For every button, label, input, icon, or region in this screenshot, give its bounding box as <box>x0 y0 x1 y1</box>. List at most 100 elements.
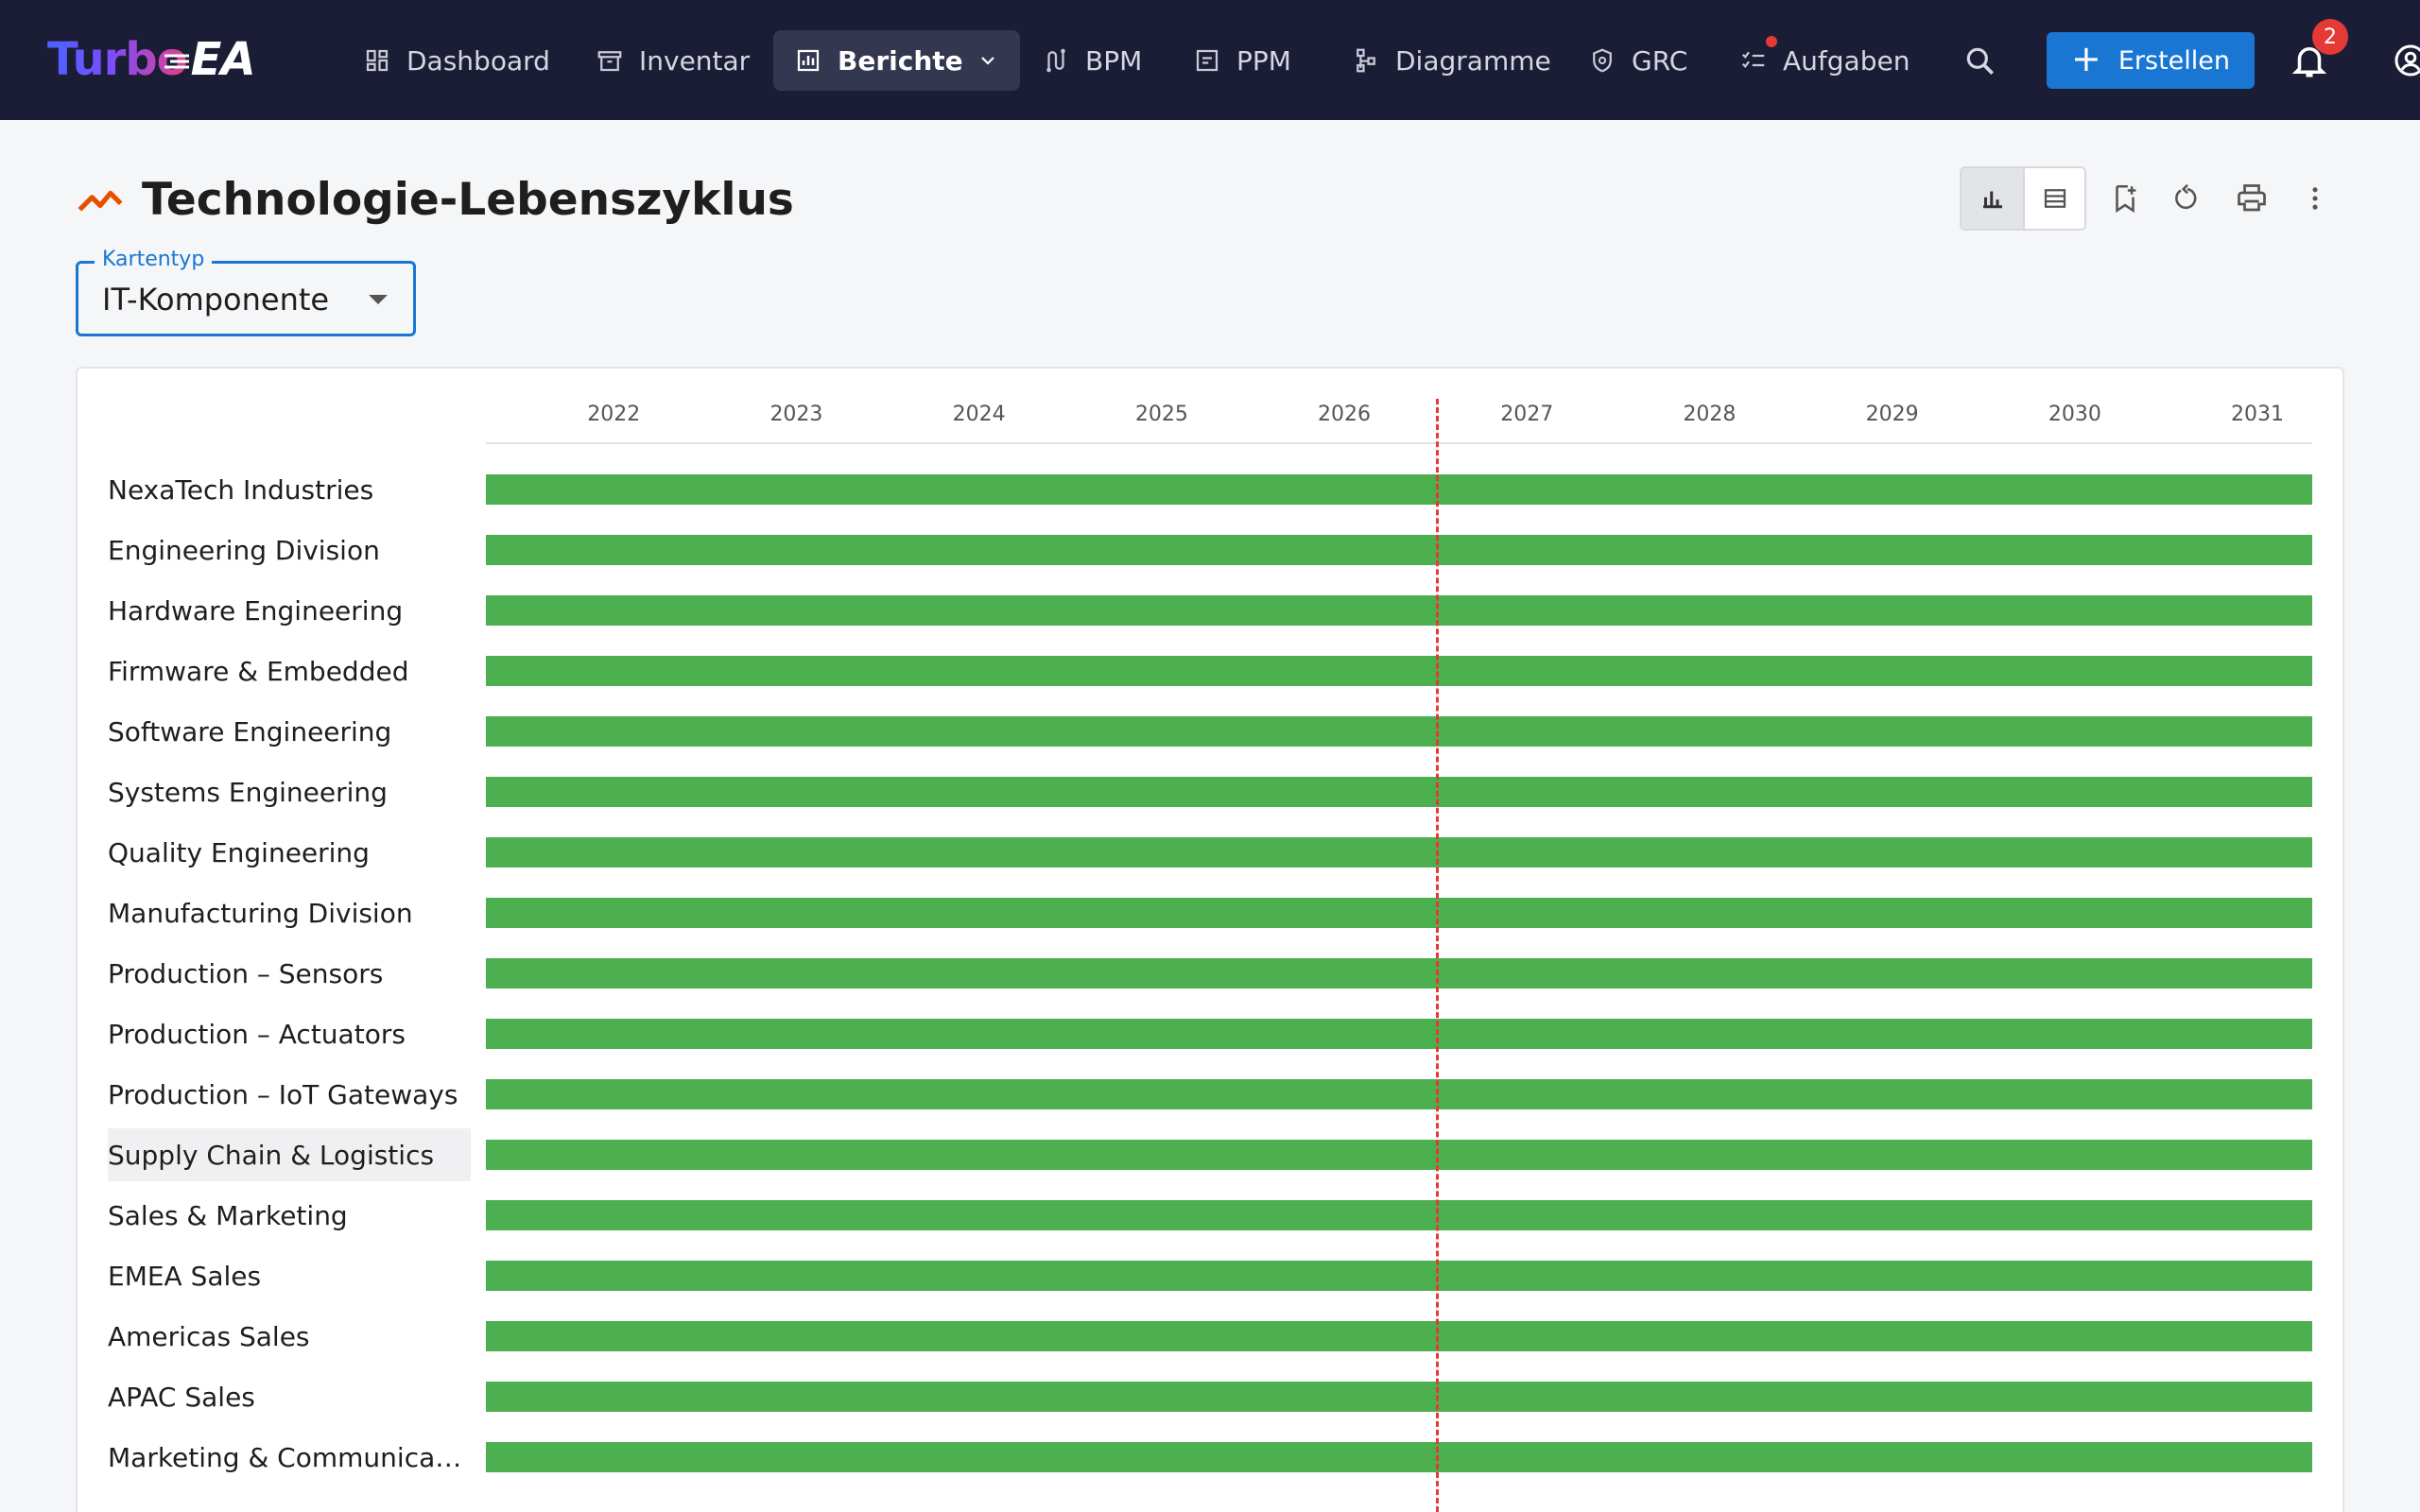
plus-icon: + <box>2071 38 2101 79</box>
nav-aufgaben[interactable]: Aufgaben <box>1719 30 1930 91</box>
row-label[interactable]: Manufacturing Division <box>108 886 471 939</box>
lifecycle-bar[interactable] <box>486 535 2312 565</box>
year-tick-label: 2025 <box>1134 403 1188 426</box>
row-label[interactable]: Marketing & Communicatio... <box>108 1431 471 1484</box>
create-button[interactable]: + Erstellen <box>2047 32 2255 89</box>
lifecycle-bar[interactable] <box>486 1261 2312 1291</box>
lifecycle-bar[interactable] <box>486 777 2312 807</box>
lifecycle-bar[interactable] <box>486 1140 2312 1170</box>
notifications-button[interactable] <box>2286 36 2333 85</box>
row-label-text: Quality Engineering <box>108 836 370 868</box>
tasks-icon <box>1741 51 1765 68</box>
year-tick-label: 2027 <box>1500 403 1554 426</box>
dropdown-arrow-icon[interactable] <box>369 295 388 304</box>
more-options-button[interactable] <box>2291 175 2339 222</box>
lifecycle-bar[interactable] <box>486 656 2312 686</box>
speed-lines-icon <box>164 54 189 69</box>
year-tick-label: 2029 <box>1865 403 1919 426</box>
card-type-select[interactable] <box>76 261 416 336</box>
tasks-notification-dot <box>1766 36 1777 47</box>
lifecycle-bar[interactable] <box>486 1382 2312 1412</box>
reset-button[interactable] <box>2164 175 2211 222</box>
row-label[interactable]: EMEA Sales <box>108 1249 471 1302</box>
lifecycle-bar[interactable] <box>486 837 2312 868</box>
year-tick-label: 2030 <box>2048 403 2101 426</box>
nav-ppm-label: PPM <box>1236 44 1291 77</box>
row-label[interactable]: Production – IoT Gateways <box>108 1068 471 1121</box>
project-icon <box>1196 49 1219 72</box>
row-label-text: NexaTech Industries <box>108 473 374 506</box>
lifecycle-bar[interactable] <box>486 1079 2312 1109</box>
chevron-down-icon <box>980 57 994 65</box>
row-label-text: Production – Actuators <box>108 1018 406 1050</box>
view-toggle-group <box>1960 166 2086 231</box>
year-tick-label: 2026 <box>1318 403 1372 426</box>
account-button[interactable] <box>2380 34 2420 87</box>
row-label-text: Hardware Engineering <box>108 594 404 627</box>
lifecycle-bar[interactable] <box>486 716 2312 747</box>
trending-line-icon <box>78 190 123 212</box>
bookmark-add-icon <box>2116 184 2136 214</box>
row-label-text: Sales & Marketing <box>108 1199 348 1231</box>
lifecycle-bar[interactable] <box>486 1019 2312 1049</box>
nav-grc[interactable]: GRC <box>1567 30 1708 91</box>
row-label[interactable]: Hardware Engineering <box>108 584 471 637</box>
row-label[interactable]: Software Engineering <box>108 705 471 758</box>
row-label-text: Engineering Division <box>108 534 380 566</box>
page-title: Technologie-Lebenszyklus <box>142 173 794 226</box>
year-tick-label: 2023 <box>769 403 823 426</box>
route-icon <box>1046 48 1065 73</box>
lifecycle-bar[interactable] <box>486 1442 2312 1472</box>
timeline-axis-line <box>486 442 2312 444</box>
nav-inventar-label: Inventar <box>639 44 751 77</box>
nav-ppm[interactable]: PPM <box>1172 30 1312 91</box>
reset-icon <box>2175 183 2197 210</box>
logo-ea-label: EA <box>190 33 256 86</box>
row-label-text: Software Engineering <box>108 715 392 747</box>
row-label[interactable]: Sales & Marketing <box>108 1189 471 1242</box>
row-label-text: Production – Sensors <box>108 957 384 989</box>
today-marker-line <box>1435 399 1439 1512</box>
row-label-text: APAC Sales <box>108 1381 255 1413</box>
search-icon <box>1966 47 1995 76</box>
bar-chart-icon <box>1982 191 2002 209</box>
nav-dashboard[interactable]: Dashboard <box>342 30 571 91</box>
logo-turbo-text: Turbo <box>47 33 188 86</box>
print-button[interactable] <box>2228 175 2275 222</box>
account-circle-icon <box>2394 44 2420 77</box>
nav-inventar[interactable]: Inventar <box>575 30 770 91</box>
row-label[interactable]: APAC Sales <box>108 1370 471 1423</box>
turboea-logo[interactable]: Turbo EA <box>47 28 256 91</box>
more-vert-icon <box>2312 187 2318 210</box>
create-button-label: Erstellen <box>2118 45 2230 76</box>
search-button[interactable] <box>1959 40 2002 83</box>
nav-aufgaben-label: Aufgaben <box>1783 44 1910 77</box>
row-label-text: Marketing & Communicatio... <box>108 1441 471 1473</box>
lifecycle-bar[interactable] <box>486 898 2312 928</box>
row-label[interactable]: Supply Chain & Logistics <box>108 1128 471 1181</box>
row-label[interactable]: Systems Engineering <box>108 765 471 818</box>
lifecycle-bar[interactable] <box>486 474 2312 505</box>
row-label-text: Production – IoT Gateways <box>108 1078 458 1110</box>
table-view-toggle[interactable] <box>2023 168 2084 229</box>
nav-berichte-label: Berichte <box>838 44 963 77</box>
nav-berichte[interactable]: Berichte <box>773 30 1020 91</box>
nav-diagramme[interactable]: Diagramme <box>1331 30 1572 91</box>
lifecycle-bar[interactable] <box>486 1321 2312 1351</box>
diagram-icon <box>1357 48 1375 73</box>
nav-bpm[interactable]: BPM <box>1021 30 1163 91</box>
row-label[interactable]: Engineering Division <box>108 524 471 576</box>
nav-bpm-label: BPM <box>1085 44 1143 77</box>
row-label[interactable]: Americas Sales <box>108 1310 471 1363</box>
lifecycle-bar[interactable] <box>486 595 2312 626</box>
row-label[interactable]: Firmware & Embedded <box>108 644 471 697</box>
lifecycle-bar[interactable] <box>486 958 2312 988</box>
row-label[interactable]: Production – Actuators <box>108 1007 471 1060</box>
row-label[interactable]: Production – Sensors <box>108 947 471 1000</box>
print-icon <box>2238 184 2266 212</box>
save-bookmark-button[interactable] <box>2101 175 2149 222</box>
chart-view-toggle[interactable] <box>1962 168 2023 229</box>
lifecycle-bar[interactable] <box>486 1200 2312 1230</box>
row-label[interactable]: Quality Engineering <box>108 826 471 879</box>
row-label[interactable]: NexaTech Industries <box>108 463 471 516</box>
